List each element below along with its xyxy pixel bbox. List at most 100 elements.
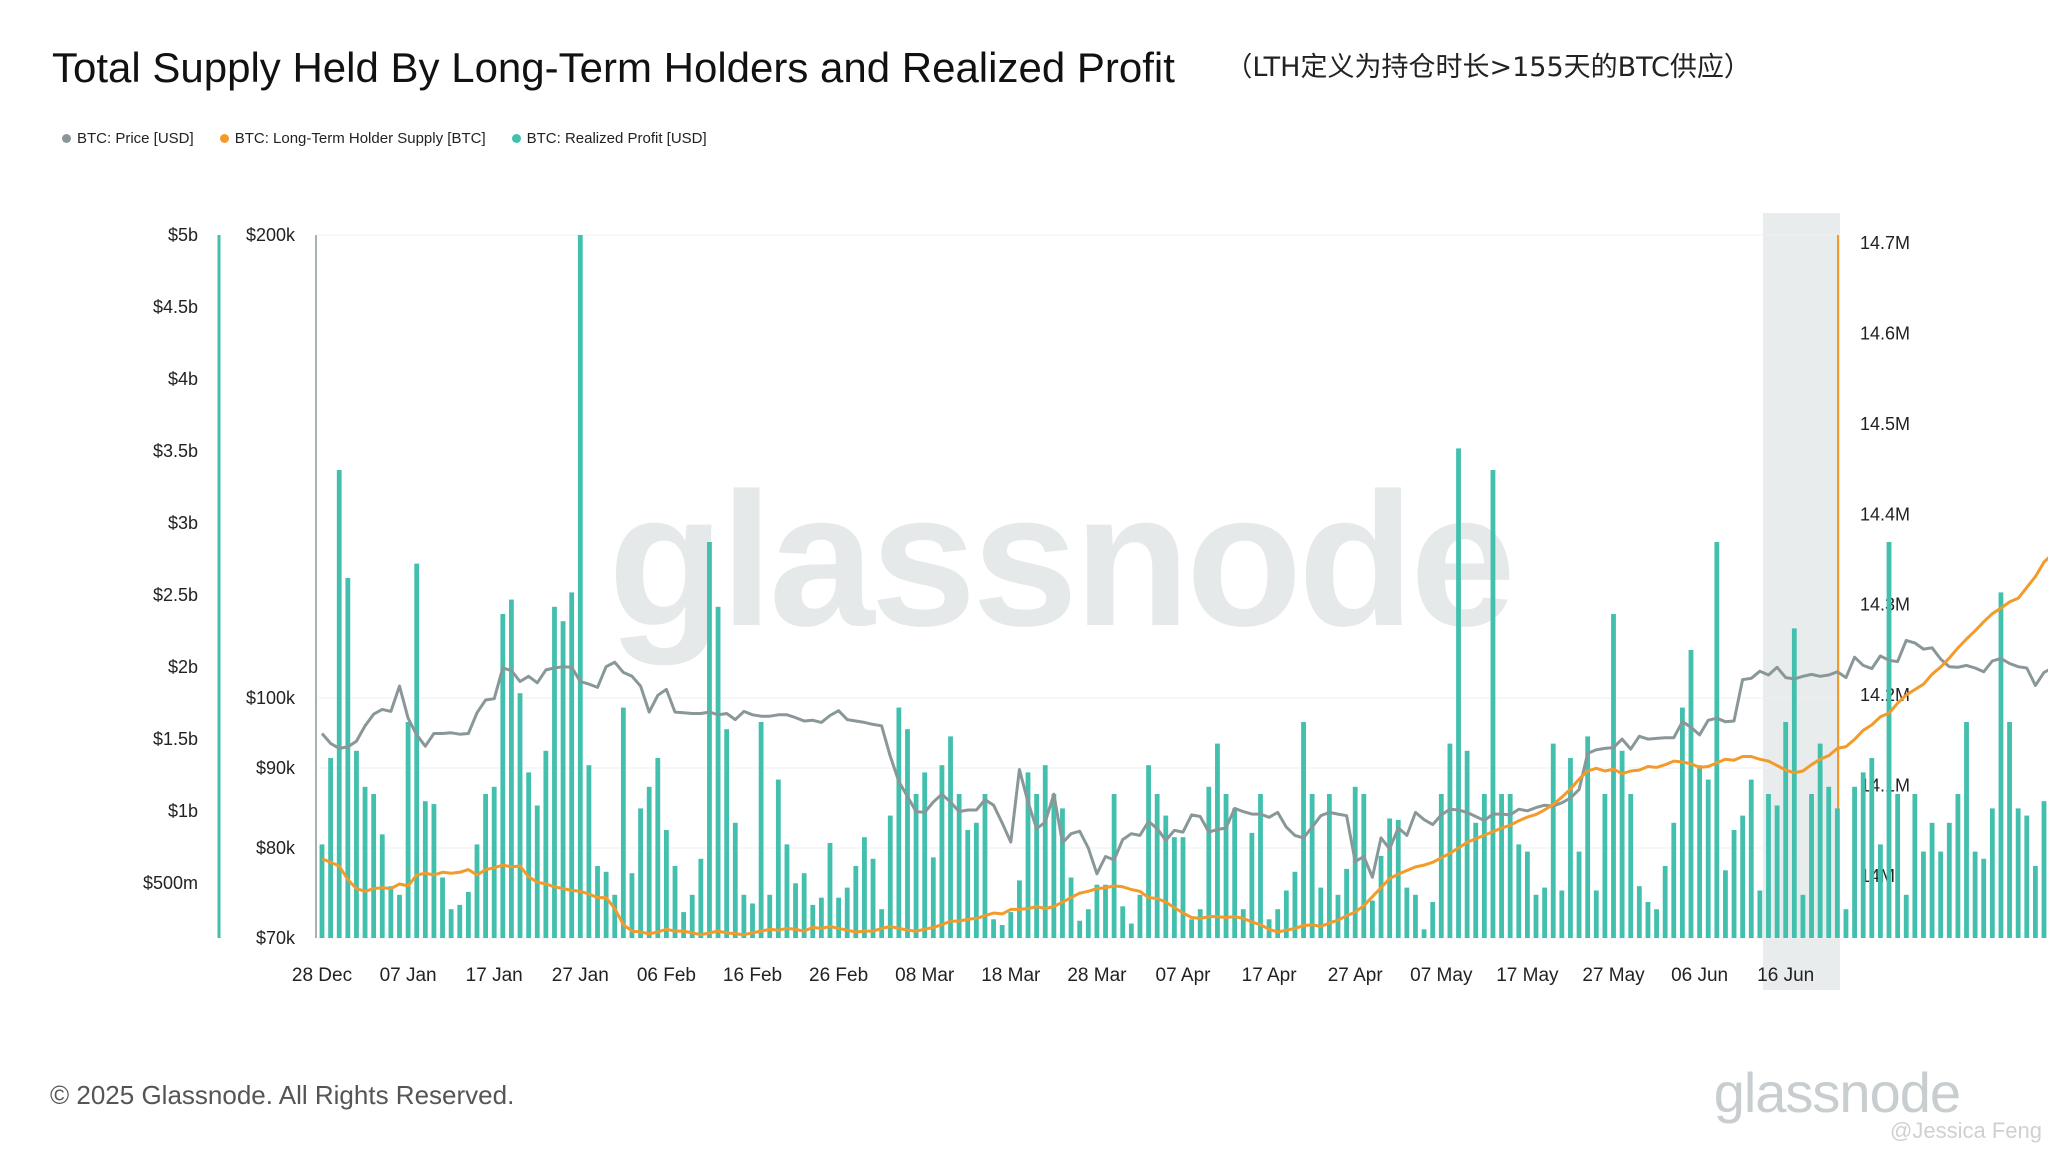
profit-bar bbox=[603, 871, 609, 938]
profit-bar bbox=[1068, 877, 1074, 938]
x-tick-label-14: 17 May bbox=[1496, 965, 1559, 986]
profit-bar bbox=[801, 873, 807, 938]
profit-bar bbox=[319, 844, 325, 938]
profit-bar bbox=[1525, 851, 1530, 938]
profit-bar bbox=[793, 883, 798, 938]
profit-bar bbox=[629, 873, 635, 938]
profit-bar bbox=[956, 794, 962, 938]
profit-bar bbox=[1886, 542, 1892, 938]
profit-bar bbox=[1180, 837, 1186, 938]
profit-bar bbox=[1593, 890, 1599, 938]
profit-bar bbox=[1154, 794, 1160, 938]
profit-bar bbox=[1723, 870, 1728, 938]
profit-bar bbox=[354, 750, 359, 938]
lth-tick-label-0: 14.7M bbox=[1860, 233, 1910, 253]
profit-bar bbox=[440, 877, 445, 938]
profit-bar bbox=[1077, 920, 1083, 938]
legend-label-lth-supply: BTC: Long-Term Holder Supply [BTC] bbox=[234, 130, 486, 147]
profit-bar bbox=[1137, 894, 1143, 938]
profit-bar bbox=[1370, 900, 1375, 938]
profit-bar bbox=[1034, 794, 1040, 938]
profit-bar bbox=[1516, 844, 1522, 938]
profit-tick-label-5: $2.5b bbox=[153, 585, 198, 605]
profit-bar bbox=[1301, 722, 1306, 938]
profit-tick-label-2: $4b bbox=[168, 369, 198, 389]
profit-bar bbox=[560, 621, 566, 938]
profit-bar bbox=[1679, 707, 1685, 938]
profit-bar bbox=[999, 925, 1005, 938]
profit-bar bbox=[1619, 750, 1625, 938]
profit-bar bbox=[612, 894, 618, 938]
x-tick-label-6: 26 Feb bbox=[809, 965, 868, 986]
profit-bar bbox=[758, 722, 764, 938]
profit-bar bbox=[879, 909, 885, 938]
x-tick-label-1: 07 Jan bbox=[380, 965, 437, 986]
profit-bar bbox=[569, 592, 575, 938]
profit-bar bbox=[896, 707, 902, 938]
profit-bar bbox=[1568, 758, 1573, 938]
legend-item-realized-profit[interactable]: BTC: Realized Profit [USD] bbox=[511, 130, 707, 147]
x-tick-label-5: 16 Feb bbox=[723, 965, 782, 986]
profit-bar bbox=[1645, 902, 1651, 938]
profit-bar bbox=[1654, 909, 1659, 938]
profit-bar bbox=[1430, 902, 1436, 938]
profit-bar bbox=[1585, 736, 1591, 938]
legend-item-price[interactable]: BTC: Price [USD] bbox=[62, 130, 194, 147]
profit-bar bbox=[732, 822, 738, 938]
profit-bar bbox=[1714, 542, 1720, 938]
lth-tick-label-7: 14M bbox=[1860, 866, 1895, 886]
profit-bar bbox=[1473, 822, 1479, 938]
profit-bar bbox=[638, 808, 643, 938]
profit-bar bbox=[681, 912, 687, 938]
profit-bar bbox=[707, 542, 712, 938]
profit-bar bbox=[1542, 887, 1548, 938]
profit-bar bbox=[887, 815, 893, 938]
profit-bar bbox=[1964, 722, 1969, 938]
profit-bar bbox=[1809, 794, 1814, 938]
profit-bar bbox=[1860, 772, 1866, 938]
profit-bar bbox=[1249, 832, 1255, 938]
profit-bar bbox=[1085, 909, 1091, 938]
profit-bar bbox=[1697, 765, 1702, 938]
profit-bar bbox=[620, 707, 626, 938]
lth-tick-label-5: 14.2M bbox=[1860, 685, 1910, 705]
legend-item-lth-supply[interactable]: BTC: Long-Term Holder Supply [BTC] bbox=[219, 130, 486, 147]
profit-bar bbox=[1878, 844, 1883, 938]
profit-bar bbox=[1008, 912, 1014, 938]
profit-bar bbox=[397, 894, 402, 938]
profit-bar bbox=[2032, 866, 2038, 938]
profit-bar bbox=[724, 729, 730, 938]
x-tick-label-7: 08 Mar bbox=[895, 965, 955, 986]
realized-profit-bars bbox=[319, 235, 2047, 938]
legend-dot-lth-supply bbox=[219, 134, 229, 143]
profit-bar bbox=[1051, 794, 1057, 938]
chart-title: Total Supply Held By Long-Term Holders a… bbox=[52, 44, 1175, 91]
profit-bar bbox=[905, 729, 910, 938]
profit-bar bbox=[577, 235, 583, 938]
legend-label-price: BTC: Price [USD] bbox=[77, 130, 194, 147]
profit-bar bbox=[715, 606, 721, 938]
profit-bar bbox=[1103, 884, 1108, 938]
profit-bar bbox=[672, 866, 678, 938]
profit-bar bbox=[1197, 909, 1203, 938]
legend-dot-realized-profit bbox=[511, 134, 521, 143]
profit-bar bbox=[1094, 884, 1100, 938]
profit-bar bbox=[1292, 871, 1298, 938]
author-credit: @Jessica Feng bbox=[1890, 1118, 2042, 1143]
profit-bar bbox=[922, 772, 928, 938]
profit-bar bbox=[1757, 890, 1763, 938]
profit-bar bbox=[862, 837, 867, 938]
lth-tick-label-3: 14.4M bbox=[1860, 504, 1910, 524]
profit-bar bbox=[543, 750, 549, 938]
profit-bar bbox=[474, 844, 480, 938]
profit-bar bbox=[1636, 886, 1642, 938]
profit-bar bbox=[379, 834, 385, 938]
profit-bar bbox=[1025, 772, 1031, 938]
profit-bar bbox=[1611, 614, 1616, 938]
profit-bar bbox=[509, 599, 514, 938]
profit-bar bbox=[1464, 750, 1470, 938]
profit-bar bbox=[1602, 794, 1608, 938]
profit-bar bbox=[1903, 894, 1909, 938]
x-tick-label-2: 17 Jan bbox=[466, 965, 523, 986]
